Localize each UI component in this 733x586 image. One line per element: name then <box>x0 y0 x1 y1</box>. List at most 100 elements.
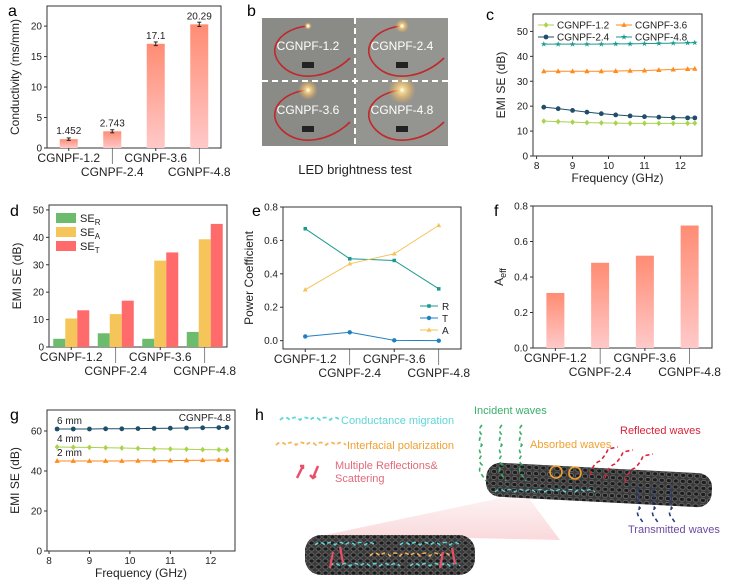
legend-scattering-label: Scattering <box>335 473 385 485</box>
x-tick-label: 8 <box>534 161 540 172</box>
marker-circle <box>224 425 230 430</box>
series-CGNPF-3.6 <box>541 65 698 74</box>
marker-star <box>684 39 691 46</box>
marker-diamond <box>70 444 76 451</box>
marker-diamond <box>167 446 173 452</box>
marker-star <box>670 40 677 46</box>
series-6mm <box>54 425 230 432</box>
marker-triangle <box>584 68 590 74</box>
transmitted-waves-label: Transmitted waves <box>628 524 720 536</box>
marker-diamond <box>54 444 60 450</box>
marker-star <box>621 33 627 40</box>
led-icon <box>400 24 404 28</box>
plot-frame <box>282 206 462 350</box>
marker-diamond <box>555 118 561 125</box>
transmitted-wave <box>636 487 645 525</box>
y-tick-label: 0 <box>38 343 44 354</box>
marker-diamond <box>151 445 157 452</box>
x-axis-label: Frequency (GHz) <box>95 566 187 580</box>
marker-circle <box>627 113 633 119</box>
legend-label: SEA <box>80 227 101 241</box>
marker-diamond <box>670 120 676 127</box>
led-photo-panel: CGNPF-1.2 CGNPF-2.4 CGNPF-3.6 CGNPF-4.8 LED … <box>262 18 448 177</box>
y-tick-label: 0.4 <box>514 273 528 284</box>
x-category-label: CGNPF-2.4 <box>81 165 144 179</box>
marker-circle <box>570 108 575 113</box>
bar-SET <box>77 310 90 347</box>
x-category-label: CGNPF-3.6 <box>614 351 677 365</box>
bar-SET <box>121 300 134 347</box>
zoom-cone <box>325 493 560 540</box>
marker-star <box>641 40 648 47</box>
photo-tile-1: CGNPF-1.2 <box>262 18 354 81</box>
marker-triangle <box>135 457 141 463</box>
y-tick-label: 20 <box>33 288 45 299</box>
marker-triangle <box>151 457 157 463</box>
x-tick-label: 9 <box>570 161 576 172</box>
marker-star <box>540 41 547 47</box>
x-category-label: CGNPF-4.8 <box>168 165 231 179</box>
legend-reflection-label: Multiple Reflections& <box>335 460 438 472</box>
y-tick-label: 0 <box>36 547 42 558</box>
series-line <box>304 228 440 290</box>
plot-frame <box>46 409 236 552</box>
marker-diamond <box>135 445 141 452</box>
sample <box>396 126 408 132</box>
marker-square <box>392 258 397 263</box>
y-axis-label: EMI SE (dB) <box>10 243 24 310</box>
x-tick-label: 8 <box>46 556 52 567</box>
incident-wave <box>478 424 487 482</box>
marker-circle <box>541 104 547 110</box>
bar-SET <box>166 252 179 347</box>
bar-value-label: 2.743 <box>100 118 125 129</box>
marker-diamond <box>584 119 590 126</box>
marker-square <box>347 257 352 261</box>
legend-item: CGNPF-3.6 <box>616 21 688 32</box>
marker-triangle <box>541 68 547 74</box>
x-category-label: CGNPF-1.2 <box>37 151 100 165</box>
bar <box>591 262 610 348</box>
marker-diamond <box>642 120 647 127</box>
y-tick-label: 0.4 <box>264 269 278 280</box>
marker-diamond <box>598 119 604 126</box>
marker-triangle <box>426 327 432 332</box>
reflection-arrow <box>450 547 457 565</box>
marker-square <box>427 304 431 308</box>
y-tick-label: 10 <box>517 127 529 138</box>
legend-conductance-label: Conductance migration <box>341 415 454 427</box>
absorbed-waves-label: Absorbed waves <box>530 439 612 451</box>
bar-SER <box>97 333 110 347</box>
marker-circle <box>54 426 60 432</box>
marker-circle <box>135 426 141 431</box>
polarization-path <box>369 552 451 558</box>
marker-diamond <box>119 445 125 451</box>
series-line <box>305 331 439 342</box>
bar-SER <box>142 338 155 347</box>
reflection-arrow <box>328 551 335 569</box>
x-tick-label: 11 <box>639 161 650 172</box>
reflection-arrow <box>338 546 345 564</box>
sample <box>396 62 408 68</box>
legend-item: CGNPF-4.8 <box>616 33 688 44</box>
incident-wave <box>518 424 527 482</box>
x-category-label: CGNPF-4.8 <box>173 364 236 378</box>
x-category-label: CGNPF-4.8 <box>658 365 721 379</box>
marker-triangle <box>621 22 627 27</box>
x-category-label: CGNPF-2.4 <box>318 366 381 380</box>
series-label: 6 mm <box>57 416 82 427</box>
marker-triangle <box>598 68 604 74</box>
marker-triangle <box>692 65 698 71</box>
chart-e: 0.0 0.2 0.4 0.6 0.8 Power Coefficient CGNPF-1.… <box>242 203 470 381</box>
marker-star <box>655 40 662 46</box>
y-axis-label: EMI SE (dB) <box>8 447 22 514</box>
marker-triangle <box>656 67 662 72</box>
interfacial-polarization-icon <box>275 441 347 447</box>
y-tick-label: 0.2 <box>264 303 278 314</box>
x-category-label: CGNPF-1.2 <box>274 352 337 366</box>
marker-diamond <box>87 444 92 451</box>
marker-triangle <box>347 261 353 266</box>
bar <box>635 255 654 348</box>
legend-label: R <box>442 302 449 313</box>
reflected-waves-label: Reflected waves <box>620 425 701 437</box>
absorbed-loop-icon <box>549 465 563 479</box>
